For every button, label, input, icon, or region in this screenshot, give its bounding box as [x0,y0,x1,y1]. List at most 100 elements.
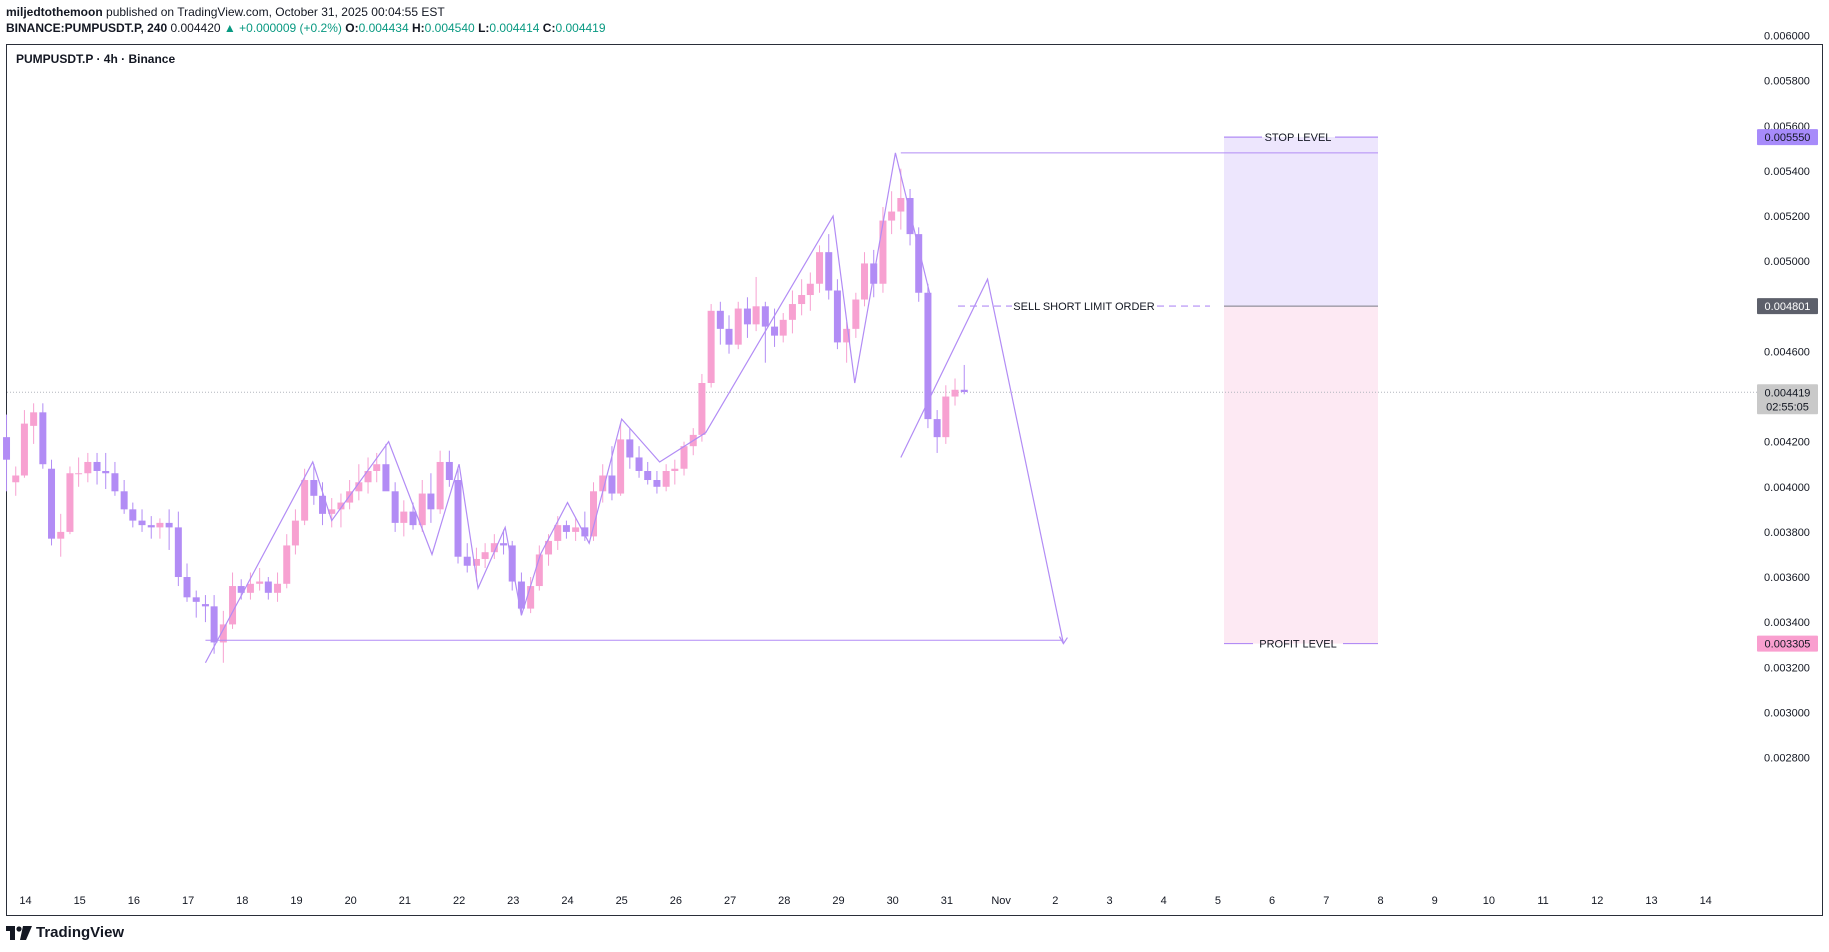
candle-down [264,581,272,593]
candle-down [635,457,643,471]
y-tick-label: 0.006000 [1764,31,1810,43]
x-tick-label: 30 [887,895,899,907]
author-name[interactable]: miljedtothemoon [6,5,103,19]
candle-down [120,491,128,510]
candle-up [816,252,824,284]
price-change: +0.000009 (+0.2%) [239,21,342,35]
candle-up [861,263,869,300]
symbol-line: BINANCE:PUMPUSDT.P, 240 0.004420 ▲ +0.00… [6,20,606,36]
candle-down [581,527,589,537]
candle-down [653,480,661,487]
candle-down [626,439,634,458]
x-tick-label: 8 [1377,895,1383,907]
candle-down [48,468,56,539]
stop-price-tag-text: 0.005550 [1765,132,1811,144]
x-tick-label: 18 [236,895,248,907]
x-tick-label: Nov [991,895,1011,907]
candle-up [418,493,426,526]
candle-up [707,310,715,384]
candle-up [852,299,860,329]
candle-down [771,326,779,336]
candle-up [481,552,489,559]
candle-up [545,540,553,555]
low-value: 0.004414 [489,21,540,35]
candle-up [291,520,299,546]
candle-up [680,446,688,469]
profit-level-label: PROFIT LEVEL [1259,639,1336,651]
zigzag-drawing [204,152,932,664]
candle-up [30,412,38,426]
candle-down [500,543,508,546]
candle-down [517,581,525,609]
candle-down [725,328,733,345]
candle-down [409,511,417,526]
candle-down [174,527,182,578]
candle-up [490,543,498,553]
symbol-interval: BINANCE:PUMPUSDT.P, 240 [6,21,168,35]
candle-down [644,470,652,481]
candle-up [337,502,345,510]
profit-price-tag-text: 0.003305 [1765,639,1811,651]
candle-up [535,554,543,587]
y-tick-label: 0.005800 [1764,76,1810,88]
x-tick-label: 14 [1700,895,1712,907]
x-tick-label: 27 [724,895,736,907]
candle-down [138,520,146,526]
x-tick-label: 26 [670,895,682,907]
x-tick-label: 13 [1645,895,1657,907]
candle-up [599,475,607,492]
x-tick-label: 20 [345,895,357,907]
candle-down [454,480,462,557]
candle-down [183,577,191,598]
candle-up [20,423,28,476]
y-tick-label: 0.005200 [1764,211,1810,223]
tradingview-logo[interactable]: TradingView [6,924,124,941]
candle-down [445,461,453,481]
candle-down [427,493,435,510]
countdown-timer: 02:55:05 [1766,401,1809,413]
candle-up [373,464,381,471]
candle-down [562,525,570,532]
candle-up [779,319,787,336]
publish-line: miljedtothemoon published on TradingView… [6,4,606,20]
stop-price-tag [1757,129,1818,146]
chart-title: PUMPUSDT.P · 4h · Binance [16,52,176,66]
candle-up [888,211,896,221]
candle-up [256,581,264,584]
candle-up [364,470,372,483]
last-price: 0.004420 [170,21,221,35]
candle-down [608,475,616,494]
entry-price-tag-text: 0.004801 [1765,301,1811,313]
candle-down [129,509,137,521]
high-label: H: [411,21,425,35]
candle-up [527,586,535,609]
x-tick-label: 14 [19,895,31,907]
candle-down [39,412,47,465]
candle-down [210,606,218,643]
candle-up [355,482,363,492]
x-tick-label: 21 [399,895,411,907]
candle-up [246,583,254,593]
candle-up [57,531,65,539]
high-value: 0.004540 [424,21,475,35]
candle-down [716,310,724,329]
candle-down [102,470,110,474]
candle-down [906,198,914,235]
x-tick-label: 7 [1323,895,1329,907]
x-tick-label: 28 [778,895,790,907]
candle-up [806,283,814,296]
y-tick-label: 0.003000 [1764,707,1810,719]
candle-down [147,525,155,528]
y-tick-label: 0.004000 [1764,482,1810,494]
candle-up [436,461,444,510]
candle-down [924,292,932,420]
candle-down [833,290,841,343]
y-tick-label: 0.004200 [1764,437,1810,449]
candle-up [12,475,20,483]
candle-up [951,389,959,397]
x-tick-label: 3 [1106,895,1112,907]
candle-up [346,491,354,503]
candle-up [734,308,742,345]
candle-down [960,389,968,393]
